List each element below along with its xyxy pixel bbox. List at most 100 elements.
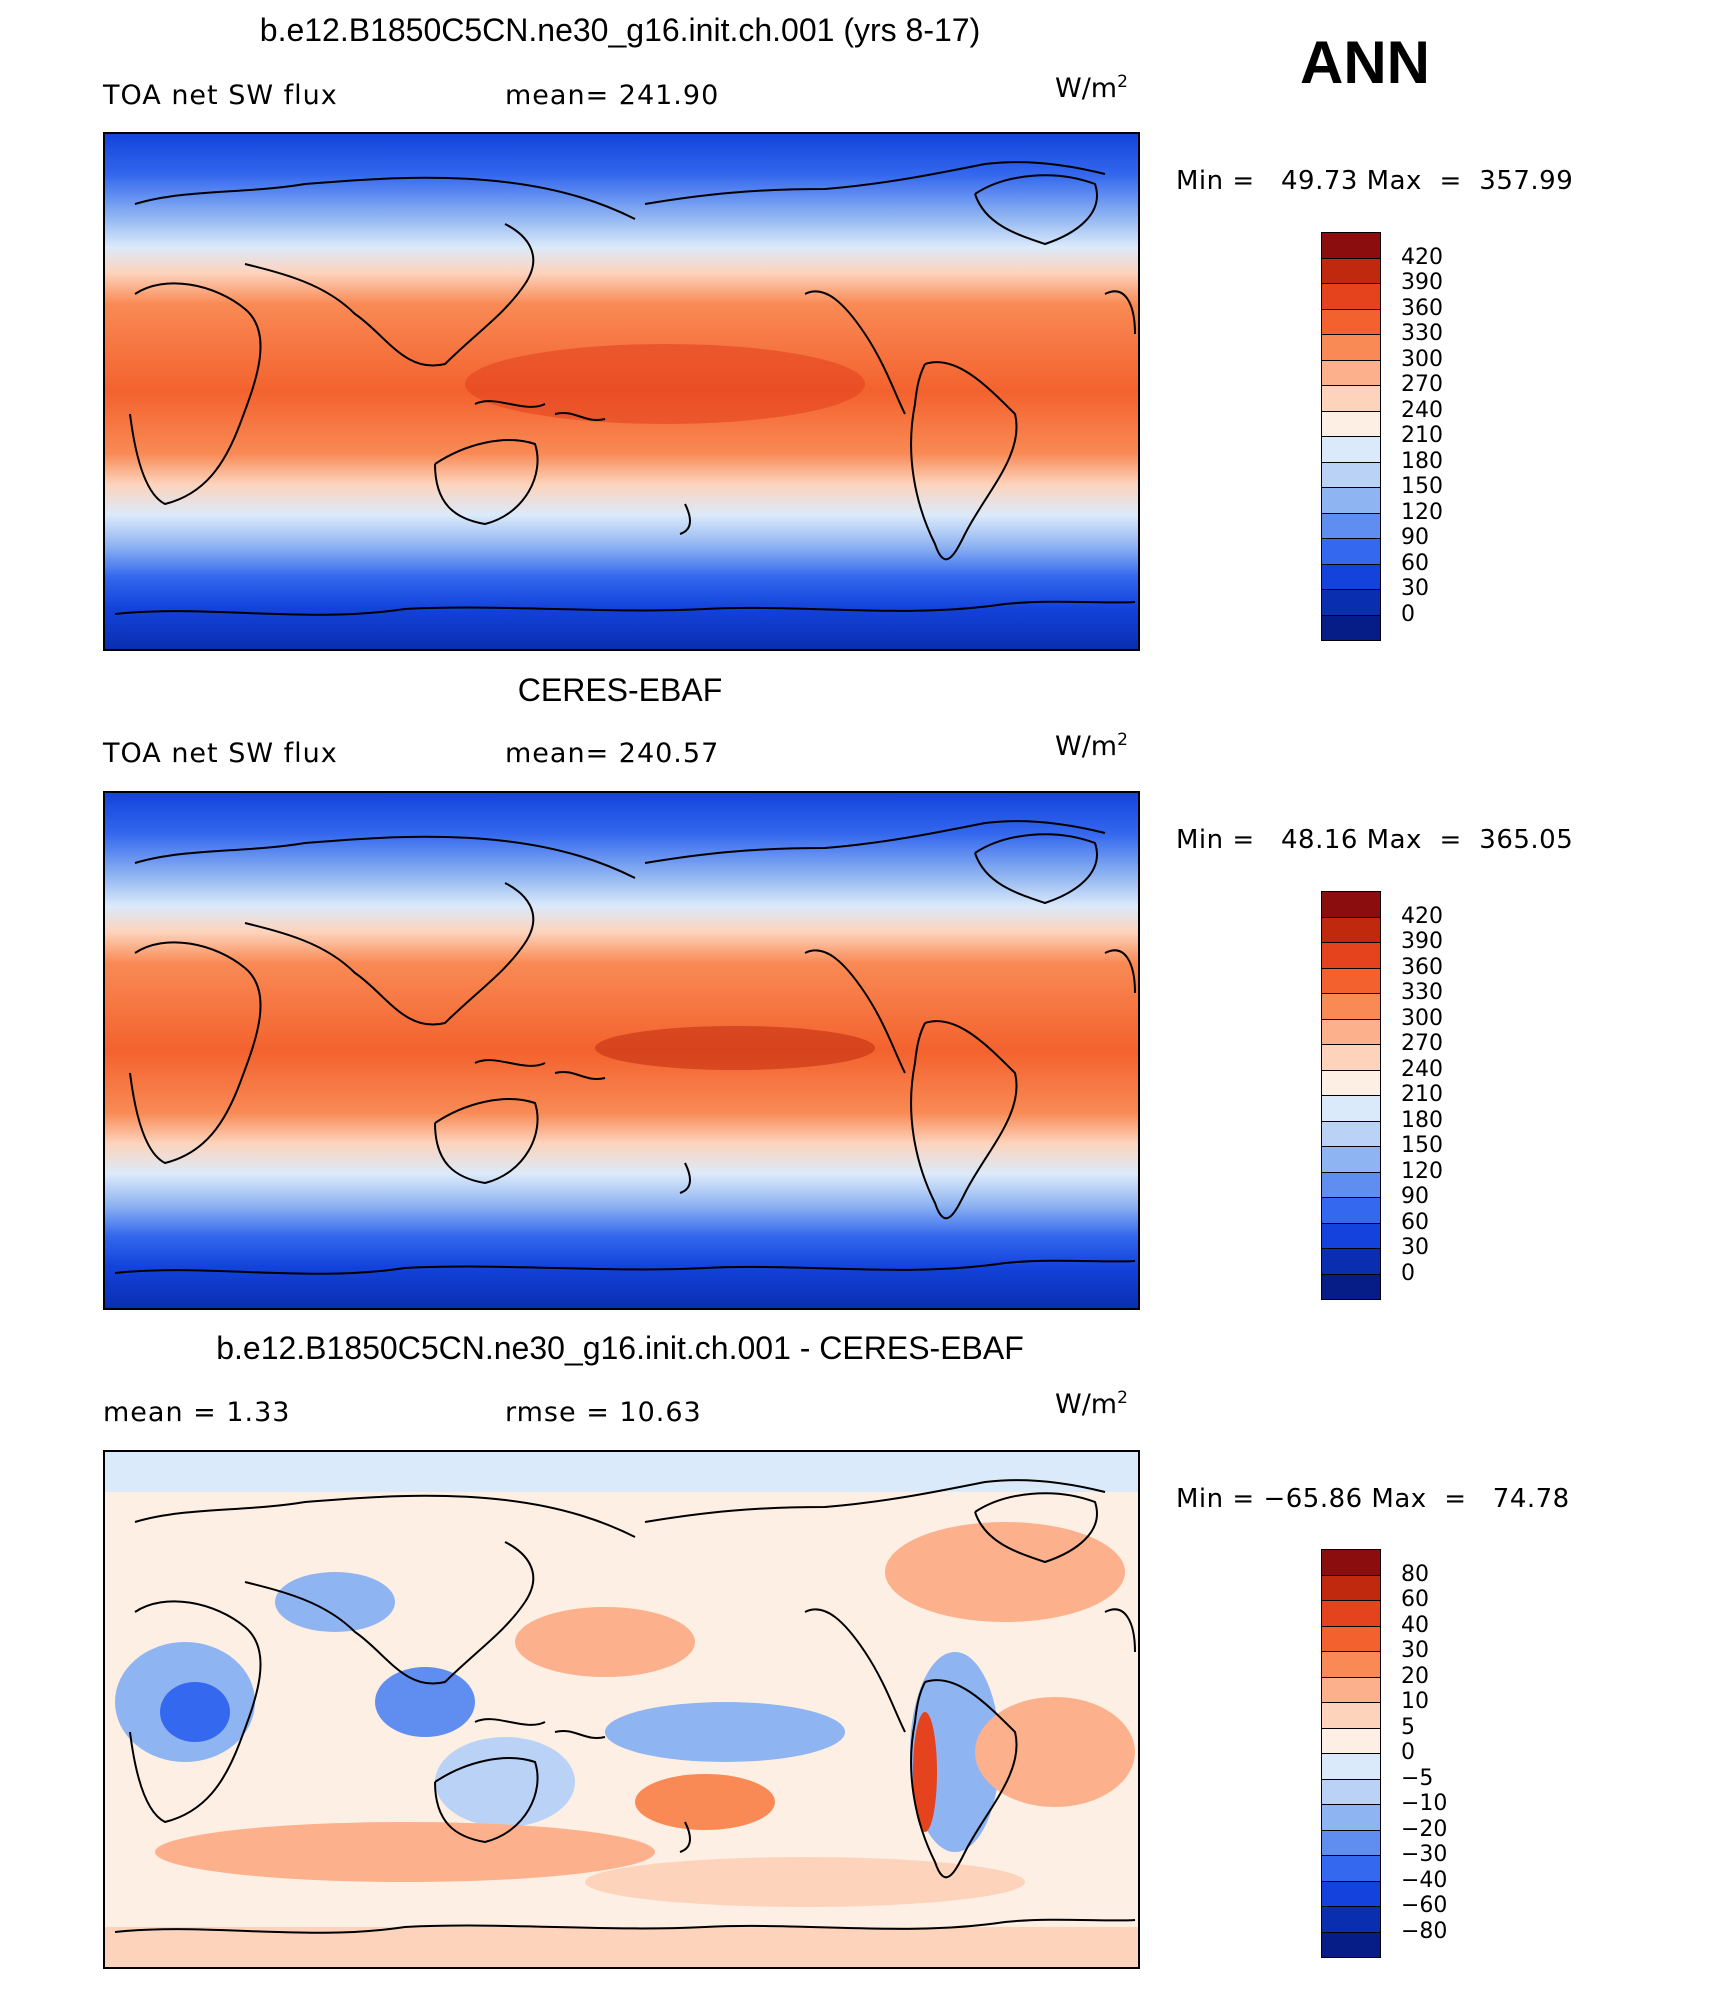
colorbar-label: −10 — [1401, 1791, 1448, 1816]
colorbar-swatch — [1321, 942, 1381, 969]
colorbar-swatch — [1321, 1197, 1381, 1224]
colorbar-swatch — [1321, 1600, 1381, 1627]
panel-1-variable-label: TOA net SW flux — [103, 80, 338, 111]
colorbar-swatch — [1321, 1855, 1381, 1882]
colorbar-label: 390 — [1401, 929, 1443, 954]
coastlines — [114, 1479, 1136, 1934]
panel-3-mean-label: mean = 1.33 — [103, 1397, 291, 1428]
colorbar-label: 30 — [1401, 576, 1429, 601]
colorbar-swatch — [1321, 232, 1381, 259]
colorbar-label: 420 — [1401, 903, 1443, 929]
panel-2-min-max: Min = 48.16 Max = 365.05 — [1176, 825, 1574, 855]
colorbar-label: 60 — [1401, 1209, 1429, 1235]
colorbar-label: 150 — [1401, 1133, 1443, 1158]
colorbar-swatch — [1321, 512, 1381, 539]
colorbar-label: −20 — [1401, 1816, 1448, 1842]
colorbar-swatch — [1321, 1248, 1381, 1275]
colorbar-swatch — [1321, 1146, 1381, 1173]
panel-1-mean-label: mean= 241.90 — [505, 80, 720, 111]
colorbar-swatch — [1321, 538, 1381, 565]
colorbar-swatch — [1321, 283, 1381, 310]
colorbar-swatch — [1321, 385, 1381, 412]
coastlines — [114, 820, 1136, 1275]
colorbar-swatch — [1321, 308, 1381, 335]
colorbar-swatch — [1321, 1120, 1381, 1147]
colorbar-label: 120 — [1401, 1158, 1443, 1184]
colorbar-swatch — [1321, 1676, 1381, 1703]
colorbar-label: 420 — [1401, 244, 1443, 270]
colorbar-swatch — [1321, 1549, 1381, 1576]
colorbar-swatch — [1321, 1753, 1381, 1780]
colorbar-label: 360 — [1401, 954, 1443, 980]
panel-2-map — [103, 791, 1140, 1310]
colorbar-swatch — [1321, 1273, 1381, 1300]
season-label: ANN — [1300, 29, 1430, 96]
colorbar-label: 60 — [1401, 550, 1429, 576]
panel-2-mean-label: mean= 240.57 — [505, 738, 720, 769]
colorbar-swatch — [1321, 1625, 1381, 1652]
colorbar-swatch — [1321, 487, 1381, 514]
colorbar-swatch — [1321, 916, 1381, 943]
panel-3-title: b.e12.B1850C5CN.ne30_g16.init.ch.001 - C… — [216, 1330, 1024, 1366]
colorbar-swatch — [1321, 1095, 1381, 1122]
colorbar-label: 240 — [1401, 397, 1443, 423]
colorbar-swatch — [1321, 563, 1381, 590]
panel-1-title: b.e12.B1850C5CN.ne30_g16.init.ch.001 (yr… — [259, 12, 981, 48]
colorbar-swatch — [1321, 589, 1381, 616]
colorbar-label: 80 — [1401, 1561, 1429, 1587]
colorbar-swatch — [1321, 359, 1381, 386]
colorbar-swatch — [1321, 1018, 1381, 1045]
colorbar-label: 5 — [1401, 1714, 1415, 1740]
colorbar-swatch — [1321, 1222, 1381, 1249]
colorbar-swatch — [1321, 436, 1381, 463]
colorbar-label: 30 — [1401, 1638, 1429, 1663]
colorbar-label: 330 — [1401, 980, 1443, 1005]
panel-2-colorbar: 420 390 360 330 300 270 240 210 180 150 120 90 60 30 0 — [1321, 891, 1443, 1300]
colorbar-swatch — [1321, 1044, 1381, 1071]
colorbar-label: −80 — [1401, 1918, 1448, 1944]
colorbar-label: 0 — [1401, 1260, 1415, 1286]
colorbar-swatch — [1321, 1069, 1381, 1096]
panel-1-map — [103, 132, 1140, 651]
panel-3-rmse-label: rmse = 10.63 — [505, 1397, 702, 1428]
panel-1-colorbar: 420 390 360 330 300 270 240 210 180 150 120 90 60 30 0 — [1321, 232, 1443, 641]
colorbar-swatch — [1321, 334, 1381, 361]
flux-maximum-region — [465, 344, 865, 424]
colorbar-label: 20 — [1401, 1663, 1429, 1689]
colorbar-label: 10 — [1401, 1689, 1429, 1714]
colorbar-swatch — [1321, 1829, 1381, 1856]
colorbar-label: 390 — [1401, 270, 1443, 295]
colorbar-label: 150 — [1401, 474, 1443, 499]
colorbar-label: 0 — [1401, 601, 1415, 627]
colorbar-swatch — [1321, 1931, 1381, 1958]
colorbar-label: 360 — [1401, 295, 1443, 321]
panel-3-min-max: Min = −65.86 Max = 74.78 — [1176, 1484, 1570, 1514]
colorbar-swatch — [1321, 891, 1381, 918]
panel-2-title: CERES-EBAF — [517, 672, 723, 708]
panel-2-units: W/m2 — [1055, 730, 1128, 762]
colorbar-label: 0 — [1401, 1740, 1415, 1765]
colorbar-label: 240 — [1401, 1056, 1443, 1082]
panel-3-map — [103, 1450, 1140, 1969]
colorbar-swatch — [1321, 614, 1381, 641]
colorbar-swatch — [1321, 1727, 1381, 1754]
colorbar-label: 300 — [1401, 1005, 1443, 1031]
colorbar-label: 30 — [1401, 1235, 1429, 1260]
colorbar-label: 180 — [1401, 1107, 1443, 1133]
colorbar-label: 40 — [1401, 1612, 1429, 1638]
colorbar-label: 90 — [1401, 525, 1429, 550]
colorbar-label: 210 — [1401, 423, 1443, 448]
colorbar-label: 270 — [1401, 372, 1443, 397]
colorbar-label: −30 — [1401, 1842, 1448, 1867]
colorbar-swatch — [1321, 967, 1381, 994]
colorbar-label: 120 — [1401, 499, 1443, 525]
colorbar-label: 210 — [1401, 1082, 1443, 1107]
coastlines — [114, 161, 1136, 616]
colorbar-swatch — [1321, 1651, 1381, 1678]
colorbar-swatch — [1321, 1804, 1381, 1831]
colorbar-label: 270 — [1401, 1031, 1443, 1056]
colorbar-swatch — [1321, 1906, 1381, 1933]
colorbar-swatch — [1321, 1702, 1381, 1729]
colorbar-label: −40 — [1401, 1867, 1448, 1893]
colorbar-swatch — [1321, 410, 1381, 437]
